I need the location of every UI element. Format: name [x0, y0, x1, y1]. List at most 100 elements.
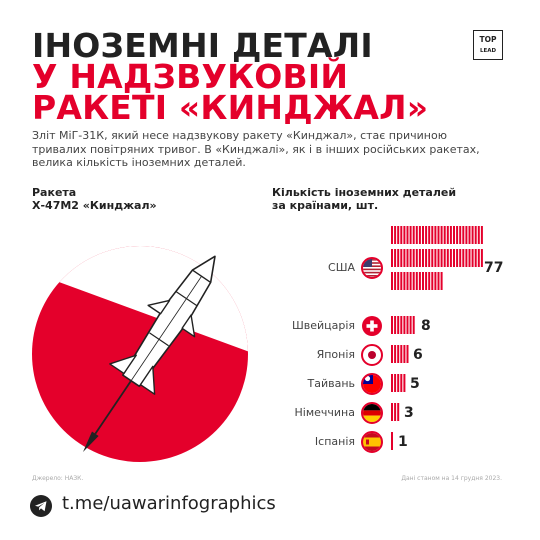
- bars-japan: [391, 345, 409, 363]
- rocket-label: Ракета Х-47М2 «Кинджал»: [32, 186, 157, 212]
- bar-tick: [394, 316, 397, 334]
- bar-tick: [397, 374, 400, 392]
- bar-tick: [406, 226, 409, 244]
- bar-tick: [406, 345, 409, 363]
- bar-tick: [446, 226, 449, 244]
- bar-tick: [397, 403, 400, 421]
- telegram-icon: [30, 495, 52, 517]
- telegram-link[interactable]: t.me/uawarinfographics: [62, 493, 276, 514]
- rocket-icon: [83, 255, 216, 453]
- bars-switzerland: [391, 316, 415, 334]
- bar-tick: [437, 249, 440, 267]
- date-note: Дані станом на 14 грудня 2023.: [401, 475, 502, 482]
- bar-tick: [394, 249, 397, 267]
- germany-flag-icon: [361, 402, 383, 424]
- bar-tick: [400, 272, 403, 290]
- bar-tick: [394, 374, 397, 392]
- rocket-label-line-2: Х-47М2 «Кинджал»: [32, 199, 157, 212]
- bar-tick: [391, 249, 393, 267]
- chart-title: Кількість іноземних деталей за країнами,…: [272, 186, 456, 212]
- bar-tick: [403, 272, 406, 290]
- bar-tick: [425, 226, 428, 244]
- bar-tick: [477, 226, 480, 244]
- bar-tick: [391, 316, 393, 334]
- bar-tick: [462, 226, 465, 244]
- japan-flag-icon: [361, 344, 383, 366]
- bar-tick: [425, 272, 428, 290]
- bar-tick: [412, 316, 415, 334]
- country-label: Іспанія: [314, 435, 355, 448]
- bar-tick: [471, 249, 474, 267]
- bar-tick: [449, 249, 452, 267]
- bar-tick: [422, 226, 424, 244]
- bars-taiwan: [391, 374, 406, 392]
- bar-tick: [480, 249, 483, 267]
- country-label: Тайвань: [307, 377, 355, 390]
- bar-tick: [440, 249, 443, 267]
- bar-tick: [422, 249, 424, 267]
- bar-tick: [462, 249, 465, 267]
- country-label: Швейцарія: [291, 319, 355, 332]
- bar-tick: [443, 249, 446, 267]
- bar-tick: [406, 316, 409, 334]
- bar-tick: [391, 272, 393, 290]
- title-line-2: У НАДЗВУКОВІЙ: [32, 57, 349, 96]
- bar-tick: [434, 249, 437, 267]
- bar-tick: [465, 249, 468, 267]
- bar-tick: [431, 272, 434, 290]
- bar-tick: [453, 226, 455, 244]
- bar-tick: [415, 272, 418, 290]
- rocket-label-line-1: Ракета: [32, 186, 77, 199]
- usa-flag-icon: [361, 257, 383, 279]
- bar-tick: [428, 249, 431, 267]
- bar-tick: [400, 345, 403, 363]
- bar-tick: [403, 249, 406, 267]
- bar-tick: [425, 249, 428, 267]
- bar-tick: [403, 226, 406, 244]
- bar-tick: [403, 345, 406, 363]
- bar-tick: [446, 249, 449, 267]
- bar-tick: [412, 226, 415, 244]
- spain-flag-icon: [361, 431, 383, 453]
- bar-tick: [415, 249, 418, 267]
- bar-tick: [394, 226, 397, 244]
- intro-line-3: велика кількість іноземних деталей.: [32, 156, 246, 169]
- title-line-1: ІНОЗЕМНІ ДЕТАЛІ: [32, 26, 373, 65]
- bar-tick: [403, 374, 406, 392]
- chart-title-line-2: за країнами, шт.: [272, 199, 379, 212]
- bar-tick: [480, 226, 483, 244]
- bar-tick: [391, 226, 393, 244]
- bar-tick: [400, 316, 403, 334]
- bar-tick: [412, 272, 415, 290]
- bar-tick: [409, 226, 412, 244]
- bar-tick: [391, 374, 393, 392]
- bar-tick: [477, 249, 480, 267]
- bar-tick: [422, 272, 424, 290]
- bar-tick: [409, 249, 412, 267]
- bar-tick: [440, 272, 443, 290]
- intro-text: Зліт МіГ-31К, який несе надзвукову ракет…: [32, 129, 502, 170]
- bar-tick: [428, 272, 431, 290]
- bar-tick: [471, 226, 474, 244]
- bar-tick: [437, 226, 440, 244]
- bar-tick: [474, 226, 477, 244]
- value-label-switzerland: 8: [421, 318, 431, 334]
- bar-tick: [397, 249, 400, 267]
- bar-tick: [397, 272, 400, 290]
- bar-tick: [397, 345, 400, 363]
- bar-tick: [400, 226, 403, 244]
- bar-tick: [431, 249, 434, 267]
- bar-tick: [391, 403, 393, 421]
- bar-tick: [391, 432, 393, 450]
- bar-tick: [453, 249, 455, 267]
- bars-usa: [391, 226, 483, 290]
- bar-tick: [400, 249, 403, 267]
- switzerland-flag-icon: [362, 316, 382, 336]
- bar-tick: [465, 226, 468, 244]
- bar-tick: [391, 345, 393, 363]
- bar-tick: [437, 272, 440, 290]
- bar-tick: [440, 226, 443, 244]
- bar-tick: [397, 316, 400, 334]
- bar-tick: [428, 226, 431, 244]
